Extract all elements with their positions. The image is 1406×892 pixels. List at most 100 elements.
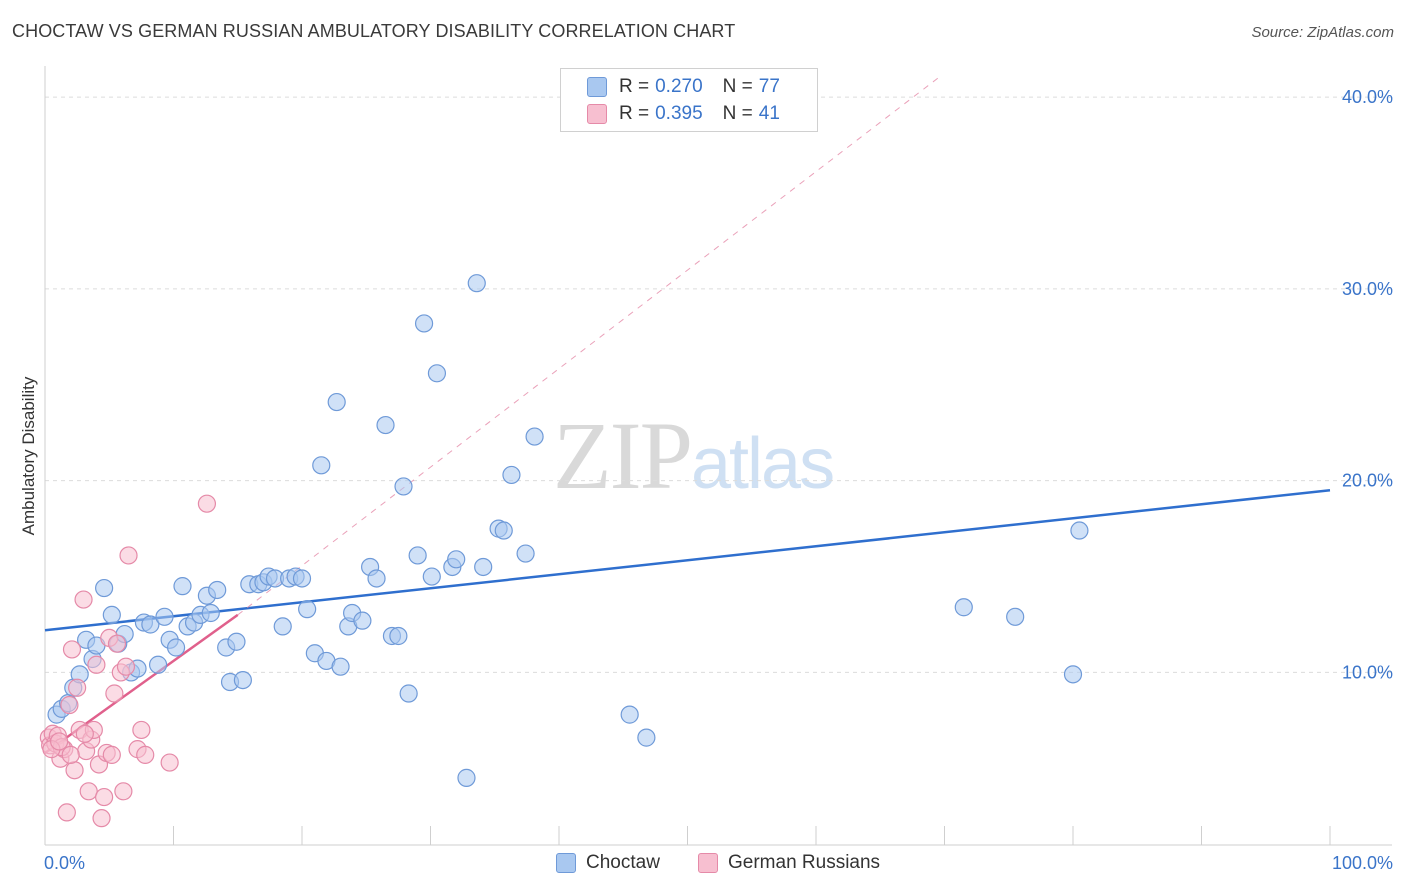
series-legend-german-russians: German Russians (698, 852, 880, 874)
choctaw-point (298, 600, 317, 619)
choctaw-point (494, 521, 513, 540)
trend-lines (44, 77, 1331, 754)
german-russians-point (114, 782, 133, 801)
watermark-zip: ZIP (553, 402, 693, 509)
german-russians-point (79, 782, 98, 801)
choctaw-point (312, 456, 331, 475)
choctaw-point (467, 274, 486, 293)
choctaw-point (457, 768, 476, 787)
german-russians-point (87, 655, 106, 674)
choctaw-point (389, 626, 408, 646)
choctaw-point (173, 577, 192, 596)
series-legend-choctaw: Choctaw (556, 852, 660, 874)
choctaw-point (155, 607, 174, 626)
german-russians-point (50, 732, 69, 751)
series-legend-label: German Russians (728, 852, 881, 873)
legend-n-value-choctaw: 77 (758, 76, 780, 97)
choctaw-point (331, 657, 350, 676)
choctaw-point (427, 364, 447, 383)
german-russians-swatch-icon (587, 104, 607, 124)
correlation-legend: R = 0.270 N = 77 R = 0.395 N = 41 (560, 68, 818, 132)
watermark: ZIPatlas (553, 400, 835, 511)
legend-r-label: R = (619, 103, 650, 124)
choctaw-point (502, 465, 521, 485)
german-russians-point (160, 753, 179, 772)
german-russians-point (136, 745, 155, 764)
german-russians-point (102, 745, 121, 764)
german-russians-point (57, 803, 76, 822)
choctaw-point (141, 615, 160, 634)
choctaw-point (95, 578, 114, 598)
german-russians-point (95, 787, 114, 807)
german-russians-point (68, 678, 87, 697)
choctaw-point (166, 638, 186, 657)
choctaw-point (102, 605, 121, 625)
german-russians-point (105, 684, 124, 703)
choctaw-point (447, 550, 466, 569)
choctaw-point (414, 314, 434, 333)
choctaw-point (1063, 665, 1083, 684)
choctaw-point (353, 611, 372, 630)
data-points (39, 274, 1089, 828)
y-tick-label: 40.0% (1342, 87, 1393, 107)
choctaw-point (620, 705, 639, 724)
german-russians-point (107, 634, 127, 653)
german-russians-point (61, 745, 80, 764)
choctaw-point (516, 544, 535, 563)
choctaw-point (525, 427, 544, 446)
legend-n-value-german-russians: 41 (758, 103, 780, 124)
y-tick-label: 30.0% (1342, 279, 1393, 299)
x-tick-label-min: 0.0% (44, 853, 85, 873)
german-russians-point (74, 590, 93, 609)
x-tick-label-max: 100.0% (1332, 853, 1393, 873)
german-russians-point (65, 761, 84, 780)
legend-r-value-german-russians: 0.395 (655, 103, 703, 124)
chart-title: CHOCTAW VS GERMAN RUSSIAN AMBULATORY DIS… (12, 21, 736, 41)
y-tick-label: 10.0% (1342, 662, 1393, 682)
german-russians-point (75, 724, 94, 743)
german-russians-point (116, 657, 136, 676)
legend-row-choctaw: R = 0.270 N = 77 (587, 75, 780, 99)
choctaw-point (292, 569, 312, 588)
choctaw-point (474, 557, 493, 577)
axes (44, 66, 1392, 846)
legend-row-german-russians: R = 0.395 N = 41 (587, 102, 780, 126)
y-tick-label: 20.0% (1342, 471, 1393, 491)
choctaw-point (227, 632, 246, 651)
legend-r-label: R = (619, 76, 650, 97)
legend-n-label: N = (722, 103, 753, 124)
y-axis-label: Ambulatory Disability (19, 376, 38, 535)
choctaw-point (233, 670, 252, 690)
german-russians-point (119, 546, 138, 565)
german-russians-point (197, 494, 217, 513)
choctaw-point (954, 598, 973, 617)
choctaw-point (148, 655, 168, 674)
choctaw-legend-icon (556, 853, 576, 873)
choctaw-point (208, 580, 227, 600)
legend-r-value-choctaw: 0.270 (655, 76, 703, 97)
tick-labels: 10.0% 20.0% 30.0% 40.0% 0.0% 100.0% (44, 87, 1393, 873)
watermark-atlas: atlas (691, 424, 835, 504)
choctaw-point (637, 728, 656, 747)
choctaw-point (376, 415, 395, 435)
trend-line-0 (44, 489, 1331, 632)
choctaw-point (399, 684, 418, 703)
choctaw-swatch-icon (587, 77, 607, 97)
german-russians-point (60, 695, 79, 715)
choctaw-point (1006, 607, 1025, 626)
choctaw-point (273, 617, 292, 636)
german-russians-point (132, 720, 151, 740)
choctaw-point (367, 569, 386, 588)
legend-n-label: N = (722, 76, 753, 97)
german-russians-point (62, 640, 82, 659)
source-label: Source: ZipAtlas.com (1251, 24, 1394, 41)
german-russians-point (92, 809, 111, 828)
choctaw-point (327, 392, 346, 412)
choctaw-point (394, 477, 413, 496)
german-russians-legend-icon (698, 853, 718, 873)
choctaw-point (201, 603, 220, 623)
trend-line-extension-1 (237, 77, 939, 616)
choctaw-point (1070, 521, 1089, 540)
series-legend-label: Choctaw (586, 852, 660, 873)
